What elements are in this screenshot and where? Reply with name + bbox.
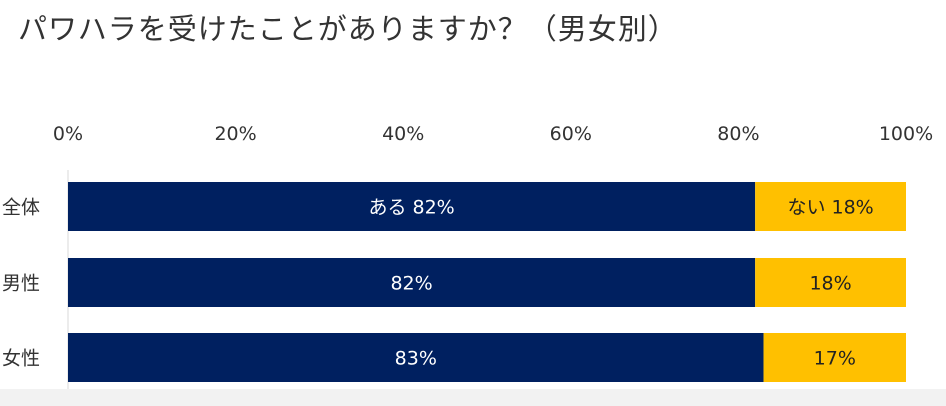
x-tick-label: 80% bbox=[717, 123, 759, 145]
category-label: 女性 bbox=[2, 348, 40, 370]
bar-segment-ない bbox=[755, 258, 906, 307]
bar-segment-ある bbox=[68, 182, 756, 231]
chart-title: パワハラを受けたことがありますか？（男女別） bbox=[18, 12, 678, 46]
bar-segment-ある bbox=[68, 333, 764, 382]
data-label: ない 18% bbox=[787, 197, 873, 219]
x-tick-label: 60% bbox=[550, 123, 592, 145]
category-label: 全体 bbox=[2, 197, 40, 219]
x-tick-label: 20% bbox=[214, 123, 256, 145]
data-label: 18% bbox=[809, 273, 851, 295]
data-label: ある 82% bbox=[368, 197, 454, 219]
bar-segment-ある bbox=[68, 258, 756, 307]
data-label: 82% bbox=[390, 273, 432, 295]
x-tick-label: 100% bbox=[879, 123, 933, 145]
category-label: 男性 bbox=[2, 273, 40, 295]
x-tick-label: 40% bbox=[382, 123, 424, 145]
bar-segment-ない bbox=[755, 182, 906, 231]
x-tick-label: 0% bbox=[53, 123, 83, 145]
data-label: 83% bbox=[395, 348, 437, 370]
footer-bar bbox=[0, 389, 946, 406]
data-label: 17% bbox=[814, 348, 856, 370]
bar-segment-ない bbox=[763, 333, 906, 382]
